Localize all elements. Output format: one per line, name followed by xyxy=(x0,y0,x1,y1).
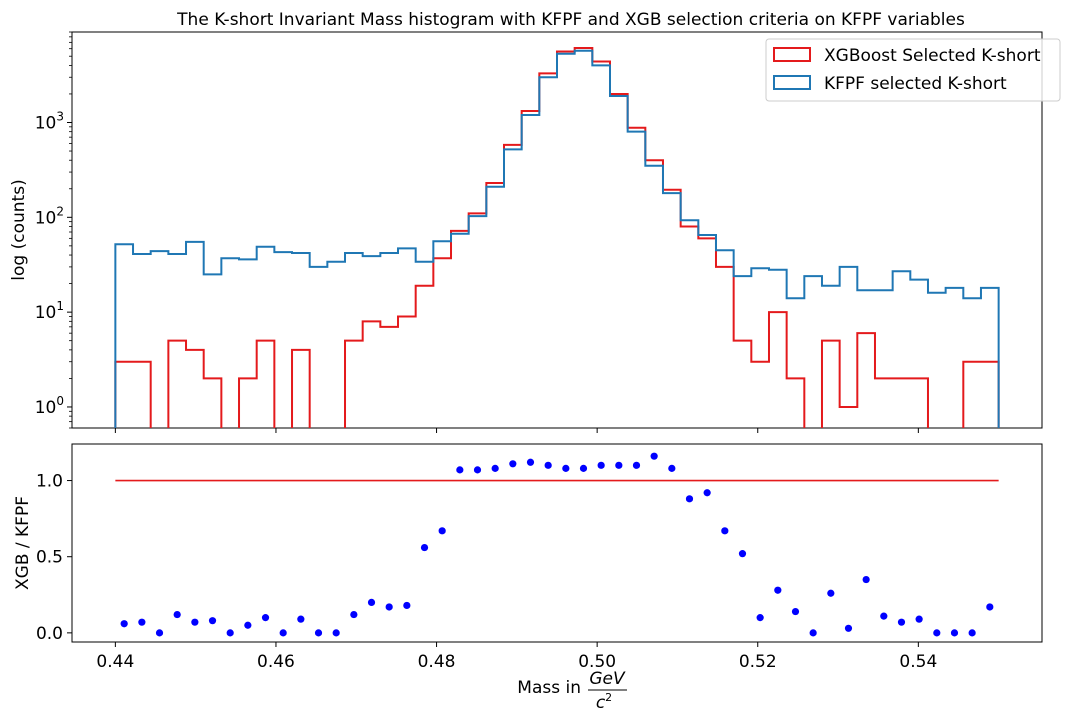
ratio-point xyxy=(579,464,588,472)
ratio-point xyxy=(138,618,146,626)
histogram-y-tick-base: 10 xyxy=(35,113,57,133)
x-axis-label-denominator: c2 xyxy=(596,691,612,713)
ratio-point xyxy=(438,527,446,535)
ratio-point xyxy=(880,612,888,620)
ratio-point xyxy=(173,610,181,619)
ratio-x-tick-label: 0.48 xyxy=(418,652,456,672)
legend-label-kfpf: KFPF selected K-short xyxy=(824,74,1007,94)
ratio-point xyxy=(297,615,305,623)
histogram-y-tick-base: 10 xyxy=(35,208,57,228)
ratio-x-axis: 0.44 0.46 0.48 0.50 0.52 0.54 xyxy=(96,642,937,672)
ratio-panel: 0.0 0.5 1.0 0.44 0.46 0.48 0.50 0.52 0.54 XGB /… xyxy=(13,443,1043,713)
ratio-x-tick-label: 0.50 xyxy=(578,652,616,672)
ratio-point xyxy=(367,598,376,607)
ratio-point xyxy=(862,575,870,584)
ratio-x-tick-label: 0.54 xyxy=(899,652,937,672)
histogram-y-tick-base: 10 xyxy=(35,303,57,323)
legend-swatch-xgboost xyxy=(773,47,811,62)
chart-title: The K-short Invariant Mass histogram wit… xyxy=(176,10,965,30)
histogram-series-kfpf xyxy=(114,49,1000,428)
ratio-y-tick-label: 0.5 xyxy=(36,548,63,568)
legend: XGBoost Selected K-short KFPF selected K… xyxy=(765,38,1061,102)
ratio-point xyxy=(509,460,517,468)
histogram-y-axis-label: log (counts) xyxy=(9,179,29,280)
ratio-point xyxy=(385,603,393,611)
histogram-series-group xyxy=(114,47,1000,428)
legend-box xyxy=(765,38,1061,102)
histogram-y-tick-exp: 1 xyxy=(56,299,64,313)
x-axis-label-numerator: GeV xyxy=(589,669,626,689)
histogram-x-axis xyxy=(114,428,919,433)
histogram-y-tick-exp: 3 xyxy=(56,109,64,123)
legend-swatch-kfpf xyxy=(773,75,811,90)
ratio-point xyxy=(544,461,552,469)
ratio-point xyxy=(350,610,358,619)
ratio-point xyxy=(562,464,570,472)
histogram-y-tick-base: 10 xyxy=(35,398,57,418)
x-axis-label-denominator-base: c xyxy=(596,693,606,713)
ratio-point xyxy=(809,629,817,637)
ratio-point xyxy=(191,618,199,626)
ratio-point xyxy=(526,458,535,466)
legend-label-xgboost: XGBoost Selected K-short xyxy=(824,46,1041,66)
histogram-y-tick-label: 100 xyxy=(35,394,64,418)
ratio-plot-area xyxy=(71,443,1043,643)
histogram-y-tick-label: 101 xyxy=(35,299,64,323)
ratio-point xyxy=(473,466,482,474)
ratio-point xyxy=(685,495,694,503)
ratio-point xyxy=(968,629,976,637)
ratio-y-tick-label: 0.0 xyxy=(36,624,63,644)
ratio-points xyxy=(120,452,994,637)
ratio-point xyxy=(915,615,923,623)
ratio-point xyxy=(120,620,128,628)
ratio-point xyxy=(456,466,464,474)
histogram-series-xgboost xyxy=(114,47,1000,428)
x-axis-label-denominator-exp: 2 xyxy=(605,691,612,704)
ratio-y-tick-label: 1.0 xyxy=(36,472,63,492)
ratio-point xyxy=(597,461,605,469)
ratio-x-tick-label: 0.44 xyxy=(96,652,134,672)
ratio-point xyxy=(950,629,959,637)
ratio-point xyxy=(774,586,782,594)
ratio-point xyxy=(632,461,641,469)
ratio-point xyxy=(897,618,906,626)
ratio-point xyxy=(314,629,323,637)
ratio-point xyxy=(703,489,711,497)
ratio-x-tick-label: 0.52 xyxy=(739,652,777,672)
x-axis-label: Mass in GeV c2 xyxy=(517,669,627,713)
ratio-point xyxy=(208,617,217,625)
ratio-point xyxy=(721,527,729,535)
ratio-point xyxy=(226,629,234,637)
ratio-point xyxy=(738,550,747,558)
ratio-x-tick-label: 0.46 xyxy=(257,652,295,672)
histogram-plot-area xyxy=(71,31,1043,429)
histogram-y-tick-label: 102 xyxy=(35,204,64,228)
ratio-point xyxy=(791,607,800,616)
ratio-point xyxy=(403,601,411,610)
ratio-point xyxy=(844,624,853,632)
ratio-point xyxy=(420,543,429,552)
ratio-point xyxy=(933,629,941,637)
ratio-point xyxy=(491,464,499,472)
ratio-point xyxy=(615,461,623,469)
ratio-point xyxy=(332,629,340,637)
ratio-point xyxy=(261,614,270,622)
ratio-point xyxy=(668,464,676,472)
histogram-y-tick-label: 103 xyxy=(35,109,64,133)
x-axis-label-prefix: Mass in xyxy=(517,678,581,698)
ratio-point xyxy=(155,629,164,637)
histogram-y-tick-exp: 2 xyxy=(56,204,64,218)
ratio-y-axis-label: XGB / KFPF xyxy=(13,496,33,590)
ratio-point xyxy=(827,589,835,597)
histogram-y-tick-exp: 0 xyxy=(56,394,64,408)
ratio-y-axis: 0.0 0.5 1.0 xyxy=(36,472,72,644)
ratio-point xyxy=(650,452,658,460)
ratio-point xyxy=(986,603,994,611)
ratio-point xyxy=(244,621,252,629)
ratio-point xyxy=(756,614,764,622)
ratio-point xyxy=(279,629,287,637)
